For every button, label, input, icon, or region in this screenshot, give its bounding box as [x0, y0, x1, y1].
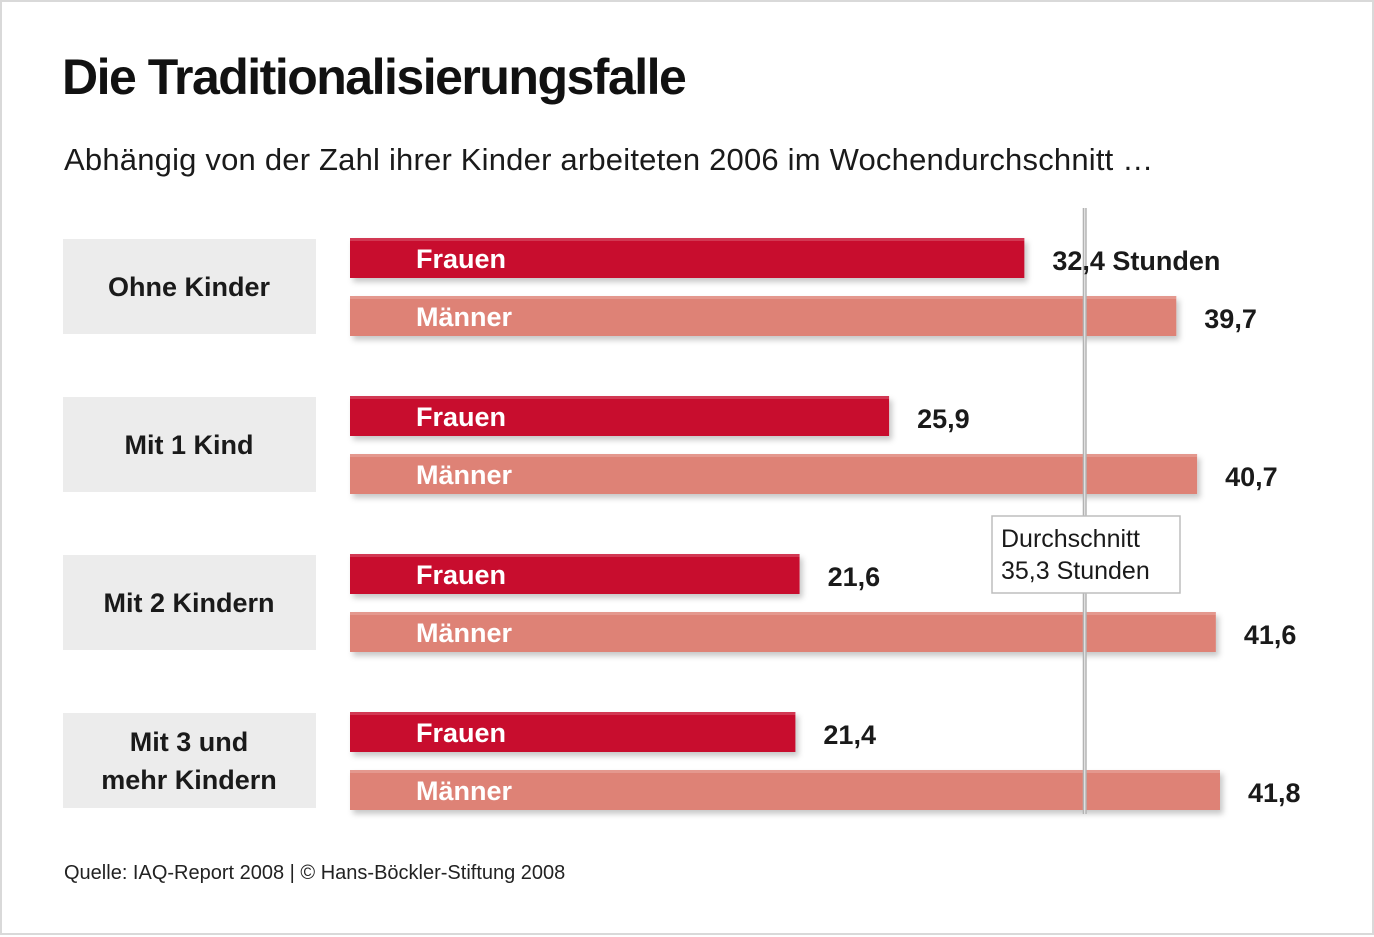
bar-maenner — [350, 454, 1198, 494]
average-label-line1: Durchschnitt — [1001, 525, 1140, 553]
bar-frauen — [350, 396, 890, 436]
bar-highlight — [350, 554, 800, 557]
bar-series-label: Frauen — [416, 560, 506, 590]
bar-highlight — [350, 238, 1025, 241]
bar-series-label: Frauen — [416, 244, 506, 274]
bar-maenner — [350, 770, 1220, 810]
value-label: 25,9 — [917, 404, 970, 434]
category-box — [63, 239, 316, 334]
category-label: Mit 3 und mehr Kindern — [101, 727, 277, 795]
bar-frauen — [350, 238, 1025, 278]
bar-highlight — [350, 770, 1220, 773]
category-labels: Ohne Kinder Mit 1 Kind Mit 2 Kindern Mit 3 … — [63, 239, 316, 808]
category-box — [63, 713, 316, 808]
average-label-box — [991, 515, 1181, 594]
value-label: 41,6 — [1244, 620, 1297, 650]
category-label: Mit 1 Kind — [125, 430, 254, 460]
bar-frauen — [350, 554, 800, 594]
bars: Frauen Männer Frauen Männer Frauen Männer Frau… — [350, 238, 1220, 810]
value-label: 40,7 — [1225, 462, 1278, 492]
source-note: Quelle: IAQ-Report 2008 | © Hans-Böckler… — [64, 862, 566, 884]
category-label: Ohne Kinder — [108, 272, 271, 302]
bar-series-label: Männer — [416, 460, 513, 490]
bar-highlight — [350, 396, 890, 399]
bar-series-label: Männer — [416, 618, 513, 648]
bar-highlight — [350, 454, 1198, 457]
bar-frauen — [350, 712, 796, 752]
value-label: 41,8 — [1248, 778, 1301, 808]
chart-title: Die Traditionalisierungsfalle — [62, 49, 687, 105]
category-box — [63, 555, 316, 650]
bar-highlight — [350, 612, 1216, 615]
bar-maenner — [350, 296, 1177, 336]
average-reference: Durchschnitt 35,3 Stunden — [991, 208, 1181, 814]
average-label-line2: 35,3 Stunden — [1001, 557, 1150, 585]
bar-series-label: Frauen — [416, 718, 506, 748]
bar-series-label: Männer — [416, 776, 513, 806]
bar-maenner — [350, 612, 1216, 652]
value-label: 39,7 — [1204, 304, 1257, 334]
value-label: 21,4 — [823, 720, 876, 750]
bar-highlight — [350, 712, 796, 715]
bar-highlight — [350, 296, 1177, 299]
category-box — [63, 397, 316, 492]
value-labels: 32,4 Stunden 39,7 25,9 40,7 21,6 41,6 21,4 41,8 — [823, 246, 1300, 808]
bar-series-label: Männer — [416, 302, 513, 332]
category-label: Mit 2 Kindern — [103, 588, 274, 618]
bar-series-label: Frauen — [416, 402, 506, 432]
value-label: 32,4 Stunden — [1052, 246, 1220, 276]
value-label: 21,6 — [828, 562, 881, 592]
chart-subtitle: Abhängig von der Zahl ihrer Kinder arbei… — [64, 142, 1154, 177]
